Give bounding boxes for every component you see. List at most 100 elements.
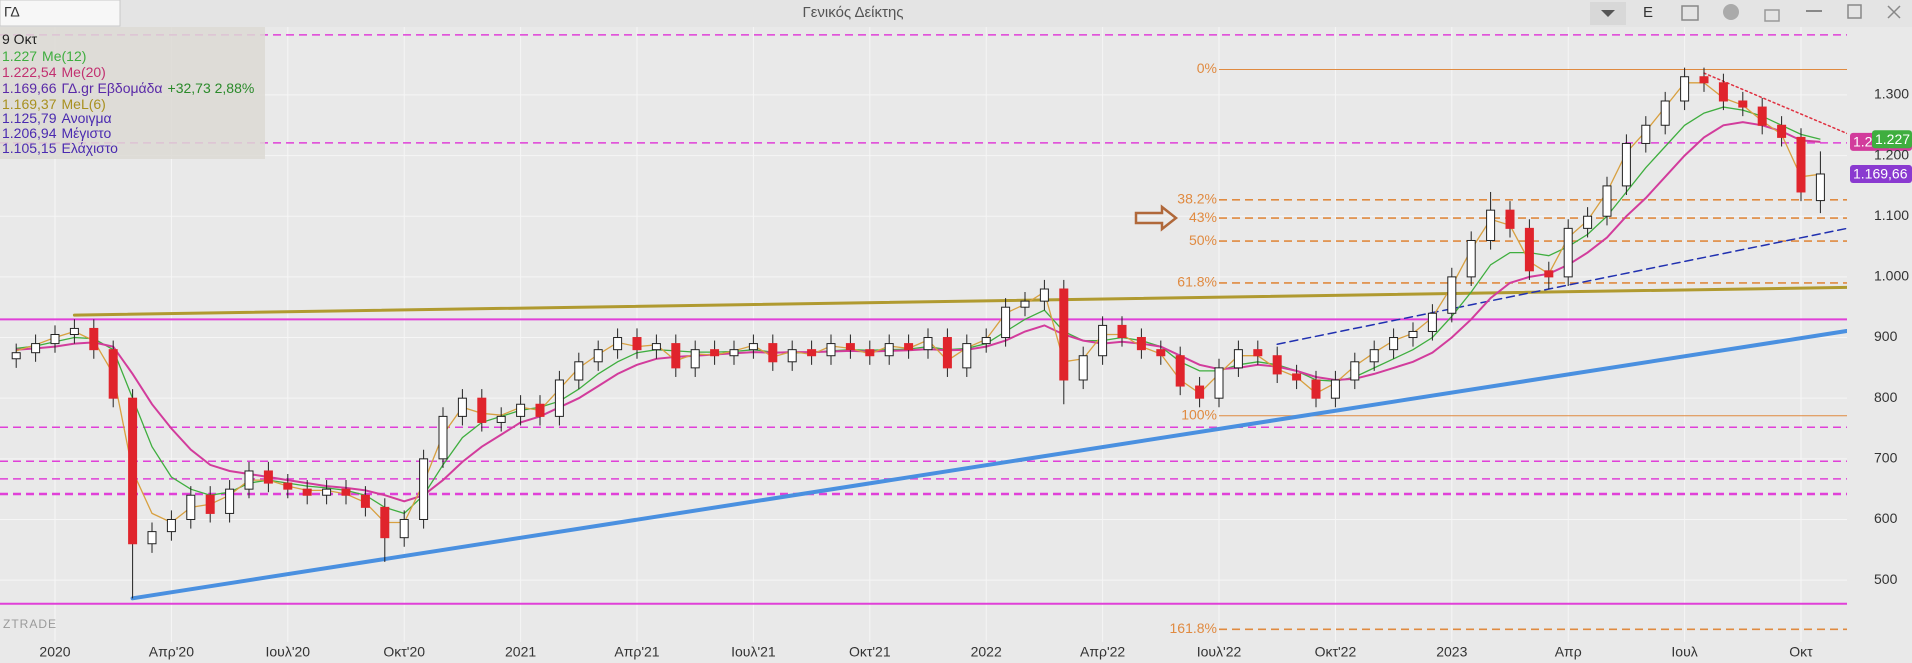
save-icon[interactable] — [1681, 5, 1699, 21]
info-text: Μέγιστο — [62, 125, 112, 141]
y-tick-label: 900 — [1874, 328, 1898, 344]
candle-body — [1621, 142, 1631, 187]
trendline — [1276, 227, 1847, 345]
lock-icon[interactable] — [1764, 9, 1780, 22]
candle-body — [1524, 227, 1534, 272]
candle-body — [89, 327, 99, 351]
candle-body — [263, 470, 273, 484]
candle-body — [69, 327, 79, 335]
dropdown-arrow[interactable] — [1601, 10, 1615, 17]
candle-body — [690, 349, 700, 369]
info-text: Ελάχιστο — [62, 140, 119, 156]
quote-icon[interactable] — [1723, 4, 1739, 20]
info-line: 1.169,37 MeL(6) — [2, 96, 106, 112]
candle-body — [1059, 288, 1069, 381]
e-button[interactable]: E — [1643, 4, 1653, 21]
candle-body — [477, 397, 487, 423]
candle-body — [1796, 136, 1806, 193]
overlay: 0%38.2%43%50%61.8%100%161.8%1.222,541.22… — [1170, 60, 1912, 636]
x-tick-label: 2020 — [39, 644, 70, 660]
x-tick-label: Ιουλ'22 — [1197, 644, 1242, 660]
y-tick-label: 1.100 — [1874, 207, 1909, 223]
price-tag — [1872, 130, 1912, 149]
x-tick-label: Ιουλ'20 — [266, 644, 311, 660]
tab[interactable] — [0, 0, 121, 27]
candle-body — [1660, 100, 1670, 126]
info-text: 9 Οκτ — [2, 31, 38, 47]
info-text: MeL(6) — [62, 96, 106, 112]
info-line: 1.105,15 Ελάχιστο — [2, 140, 118, 156]
info-line: 1.206,94 Μέγιστο — [2, 125, 111, 141]
candle-body — [807, 349, 817, 357]
x-tick-label: 2021 — [505, 644, 536, 660]
y-tick-label: 700 — [1874, 450, 1898, 466]
tab-label[interactable]: ΓΔ — [4, 4, 20, 20]
y-tick-label: 800 — [1874, 389, 1898, 405]
candle-body — [1389, 337, 1399, 351]
candle-body — [1214, 367, 1224, 399]
info-line: 1.222,54 Me(20) — [2, 64, 106, 80]
info-text: 1.105,15 — [2, 140, 57, 156]
candle-body — [826, 343, 836, 357]
candle-body — [1001, 306, 1011, 339]
candle-body — [1602, 185, 1612, 217]
candle-body — [593, 349, 603, 363]
candle-body — [1427, 312, 1437, 332]
plot-area — [0, 34, 1847, 631]
fib-label: 43% — [1189, 209, 1217, 225]
candle-body — [574, 361, 584, 381]
candle-body — [1486, 209, 1496, 241]
info-text: Me(20) — [62, 64, 106, 80]
candle-body — [283, 482, 293, 490]
candle-body — [1039, 288, 1049, 302]
candle-body — [729, 349, 739, 357]
candle-body — [651, 343, 661, 351]
candle-body — [31, 343, 41, 354]
candle-body — [457, 397, 467, 417]
trendline — [130, 328, 1847, 601]
candle-body — [1117, 324, 1127, 339]
candle-body — [1699, 76, 1709, 84]
info-text: 1.227 — [2, 48, 37, 64]
candle-body — [632, 337, 642, 351]
fib-label: 161.8% — [1170, 620, 1217, 636]
y-tick-label: 600 — [1874, 510, 1898, 526]
candle-body — [748, 343, 758, 351]
candle-body — [1175, 355, 1185, 387]
candle-body — [613, 337, 623, 351]
candle-body — [1136, 337, 1146, 351]
info-text: 1.169,66 — [2, 80, 57, 96]
candle-body — [535, 403, 545, 417]
candle-body — [1680, 76, 1690, 102]
candle-body — [1350, 361, 1360, 381]
candle-body — [1505, 209, 1515, 229]
close-icon[interactable] — [1887, 5, 1901, 19]
candle-body — [1408, 330, 1418, 339]
x-tick-label: 2022 — [971, 644, 1002, 660]
candle-body — [1641, 124, 1651, 144]
info-text: ΓΔ.gr Εβδομάδα — [62, 80, 163, 96]
candle-body — [1330, 379, 1340, 399]
candle-body — [496, 415, 506, 423]
price-tag-label: 1.169,66 — [1853, 166, 1908, 182]
candle-body — [884, 343, 894, 357]
ma-line — [16, 106, 1821, 515]
info-line: 1.169,66 ΓΔ.gr Εβδομάδα +32,73 2,88% — [2, 80, 254, 96]
candle-body — [1253, 349, 1263, 357]
candle-body — [166, 518, 176, 533]
candle-body — [516, 403, 526, 417]
candle-body — [1738, 100, 1748, 108]
candle-body — [438, 415, 448, 460]
price-tag — [1850, 164, 1912, 183]
info-line: 9 Οκτ — [2, 31, 38, 47]
x-tick-label: Οκτ — [1789, 644, 1813, 660]
price-tag-label: 1.227 — [1875, 131, 1910, 147]
candle-body — [865, 349, 875, 357]
restore-icon[interactable] — [1847, 4, 1862, 19]
trendline — [72, 285, 1847, 317]
candle-body — [186, 494, 196, 520]
info-line: 1.125,79 Ανοιγμα — [2, 110, 112, 126]
ma-line — [16, 82, 1821, 524]
